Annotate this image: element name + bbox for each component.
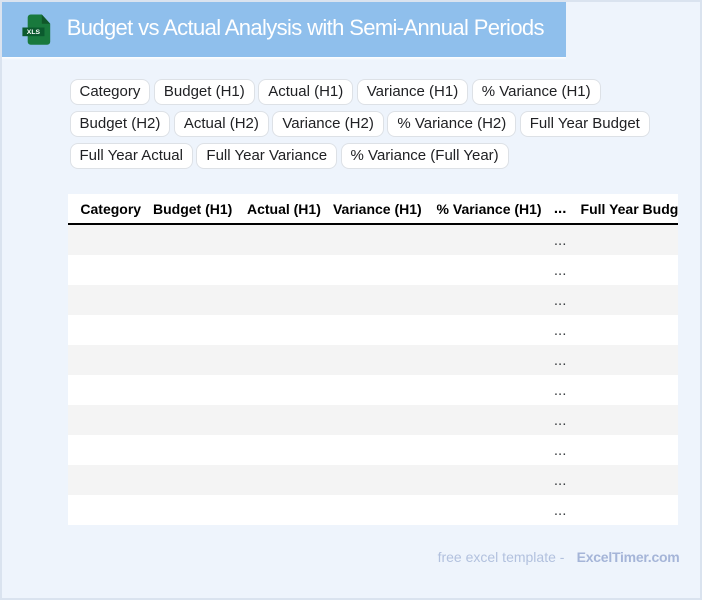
svg-text:XLS: XLS	[26, 29, 40, 36]
